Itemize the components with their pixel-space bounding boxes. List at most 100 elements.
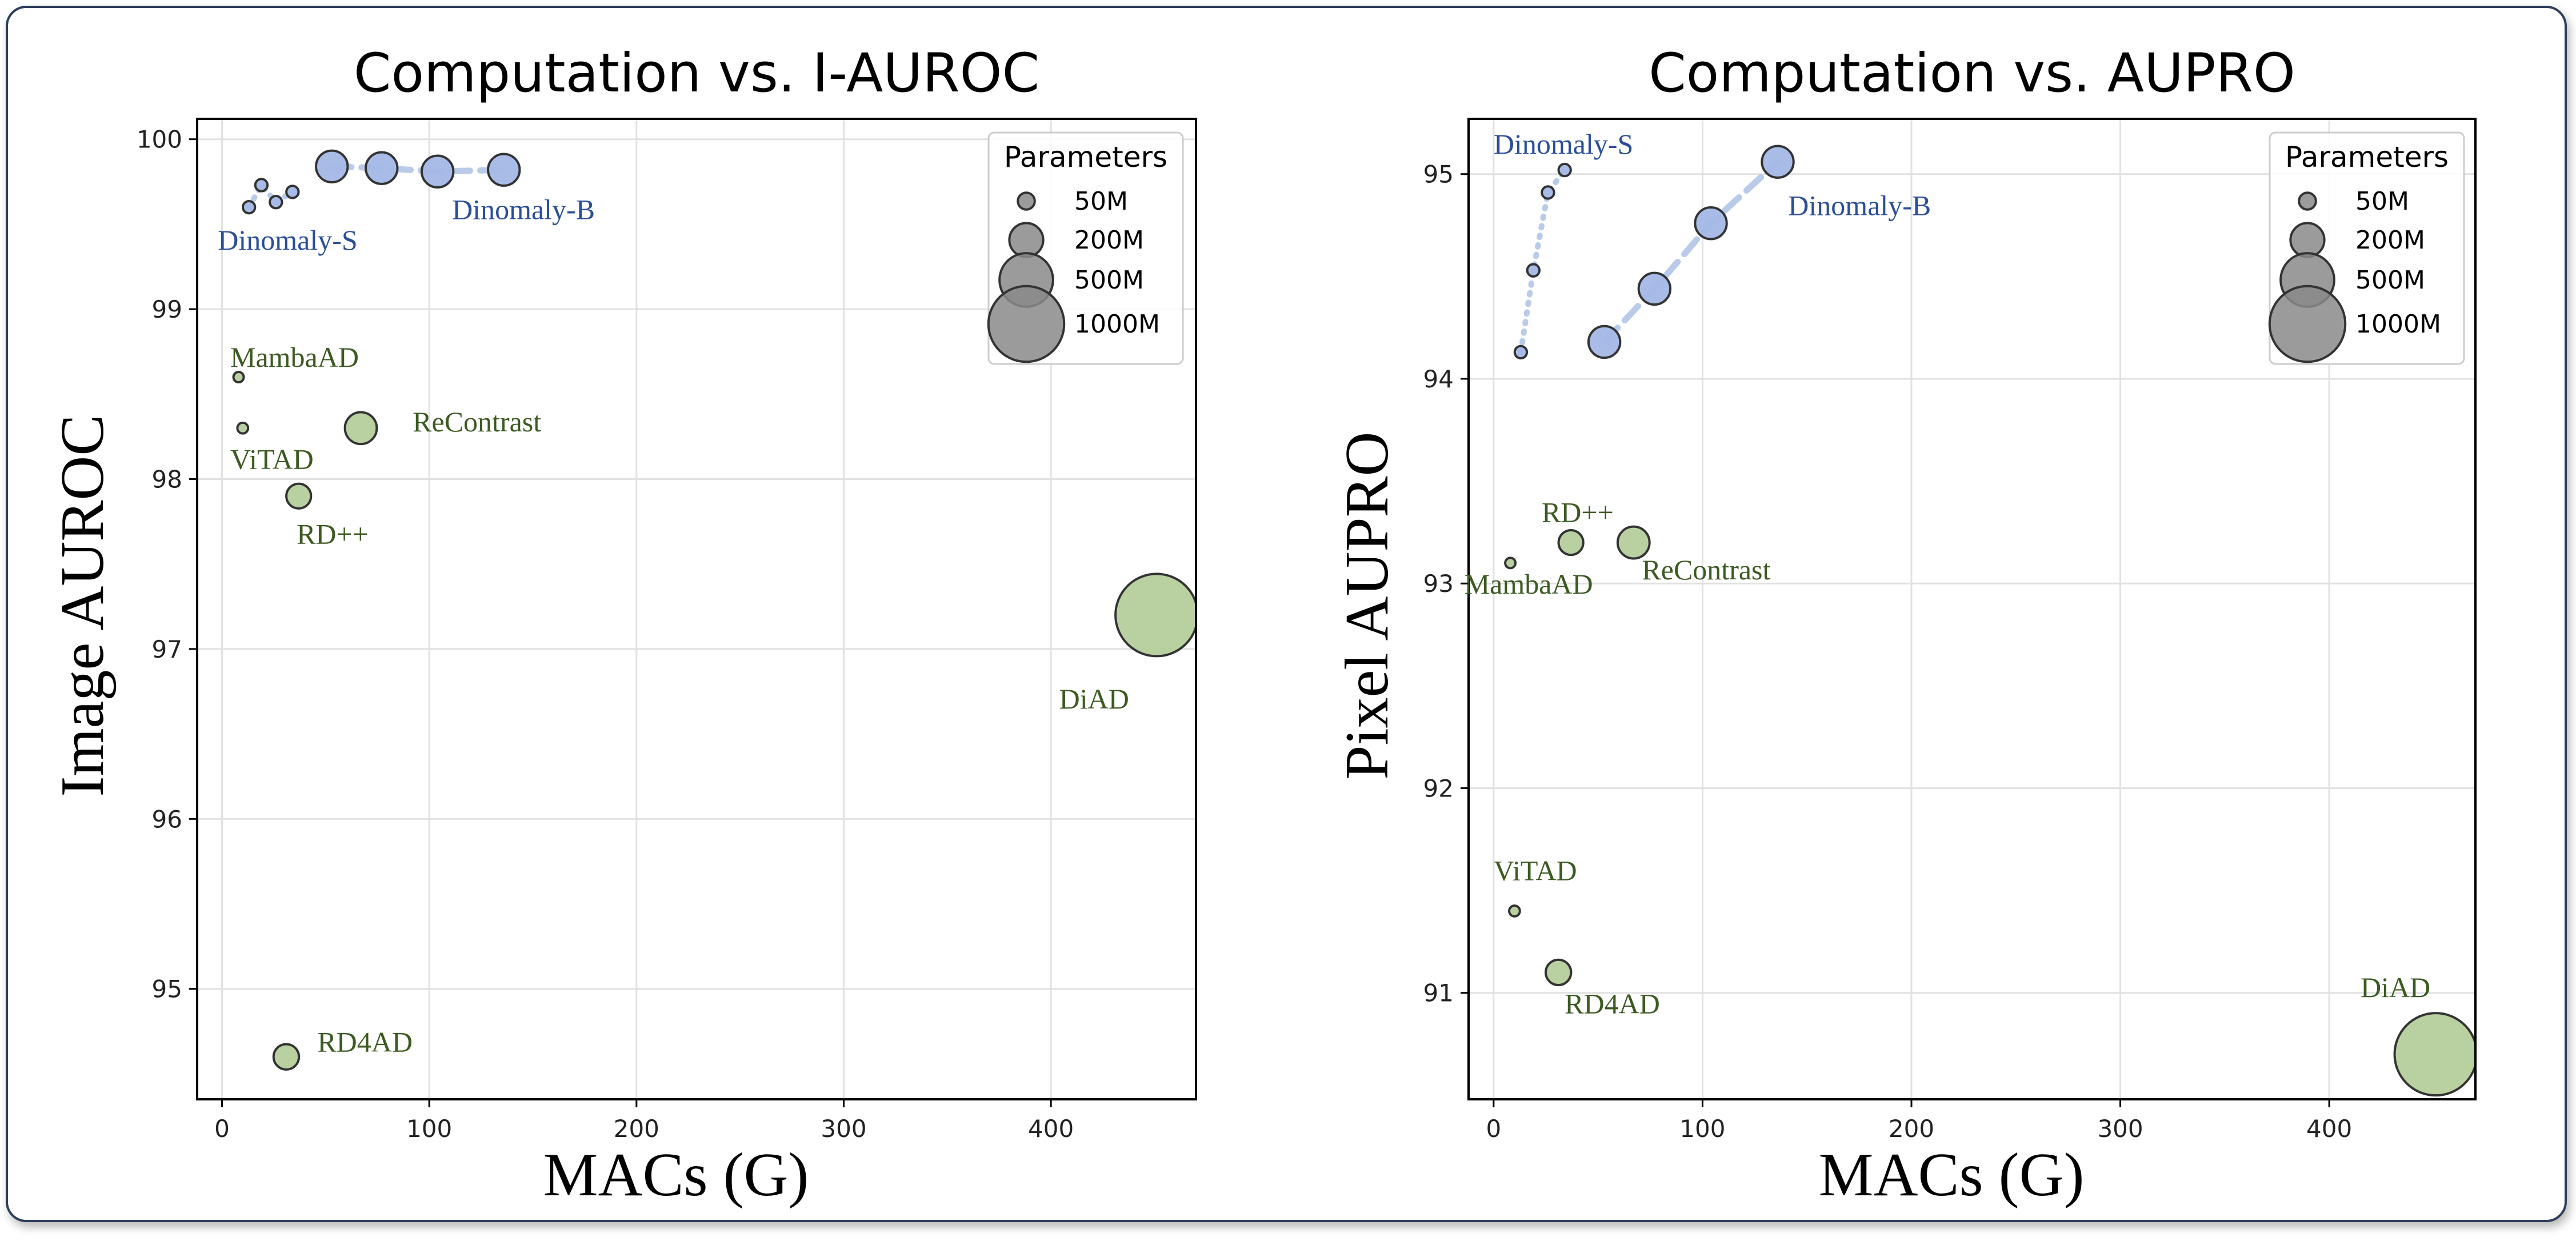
y-tick-label: 94 — [1423, 365, 1454, 393]
data-point — [487, 153, 521, 187]
series-line-dotted — [246, 180, 295, 210]
data-point — [1616, 525, 1651, 560]
point-label: ViTAD — [1494, 855, 1577, 887]
legend-marker — [2298, 191, 2317, 211]
chart-panel-aupro: 0 100 200 300 400 91 92 93 94 95 Dinomaly-S Dinomal… — [1333, 42, 2477, 1209]
legend-marker — [2289, 222, 2326, 258]
y-tick-label: 99 — [152, 295, 182, 323]
y-tick-label: 93 — [1423, 570, 1454, 598]
legend-label: 200M — [1074, 226, 1144, 255]
data-point — [269, 195, 283, 210]
data-point — [1526, 263, 1541, 278]
y-tick-label: 96 — [152, 805, 182, 833]
data-point — [1587, 325, 1622, 359]
legend-marker — [1017, 191, 1036, 211]
legend: Parameters 50M 200M 500M 1000M — [2268, 131, 2465, 365]
point-label: MambaAD — [1465, 568, 1593, 600]
y-tick-label: 100 — [137, 126, 182, 154]
legend-label: 1000M — [2355, 310, 2441, 339]
data-point — [1513, 345, 1529, 360]
series-line-dotted — [1518, 167, 1568, 355]
legend-label: 1000M — [1074, 310, 1160, 339]
legend-label: 500M — [1074, 266, 1144, 295]
x-axis-label: MACs (G) — [1818, 1141, 2084, 1209]
point-label: ReContrast — [413, 406, 541, 438]
data-point — [285, 482, 313, 510]
x-axis-label: MACs (G) — [543, 1141, 809, 1209]
legend-marker — [1008, 222, 1045, 258]
x-tick-label: 100 — [406, 1115, 452, 1143]
data-point — [420, 154, 455, 189]
y-tick-label: 91 — [1423, 979, 1454, 1007]
figure-frame — [6, 6, 2567, 1222]
legend-label: 500M — [2355, 266, 2425, 295]
y-tick-label: 95 — [1423, 161, 1454, 189]
point-label: Dinomaly-S — [218, 224, 357, 256]
plot-frame — [196, 118, 1197, 1100]
y-axis-label: Pixel AUPRO — [1333, 431, 1401, 779]
data-point — [236, 421, 250, 435]
legend-title: Parameters — [2285, 141, 2449, 174]
point-label: Dinomaly-B — [1788, 189, 1931, 221]
point-label: Dinomaly-S — [1494, 128, 1633, 160]
point-label: ReContrast — [1642, 554, 1770, 586]
legend-label: 50M — [2355, 187, 2409, 216]
x-tick-label: 0 — [1486, 1115, 1502, 1143]
x-tick-label: 200 — [614, 1115, 659, 1143]
legend-title: Parameters — [1004, 141, 1167, 174]
data-point — [1114, 573, 1196, 658]
data-point — [285, 185, 300, 199]
point-label: RD4AD — [1565, 988, 1660, 1020]
markers — [232, 149, 1196, 1071]
y-tick-label: 98 — [152, 465, 182, 493]
chart-title: Computation vs. I-AUROC — [354, 42, 1039, 105]
series-line-dashed — [329, 163, 507, 175]
legend: Parameters 50M 200M 500M 1000M — [987, 131, 1184, 365]
point-label: DiAD — [2361, 971, 2430, 1003]
point-label: RD++ — [297, 518, 369, 550]
legend-marker — [987, 285, 1066, 363]
point-label: ViTAD — [230, 443, 314, 475]
point-label: Dinomaly-B — [452, 193, 595, 225]
data-point — [1637, 271, 1672, 306]
y-tick-label: 95 — [152, 975, 182, 1003]
legend-label: 50M — [1074, 187, 1128, 216]
x-tick-label: 400 — [2306, 1115, 2352, 1143]
y-tick-label: 92 — [1423, 774, 1454, 802]
data-point — [365, 151, 399, 185]
point-label: MambaAD — [230, 341, 359, 373]
data-point — [1544, 958, 1573, 987]
data-point — [343, 411, 378, 446]
point-label: RD++ — [1542, 497, 1614, 529]
data-point — [1508, 904, 1521, 918]
data-point — [1557, 162, 1572, 178]
point-label: RD4AD — [317, 1026, 413, 1058]
plot-frame — [1467, 118, 2477, 1100]
chart-panel-auroc: 0 100 200 300 400 95 96 97 98 99 100 Dinomaly-S Dino… — [49, 42, 1197, 1209]
chart-title: Computation vs. AUPRO — [1649, 42, 2295, 105]
data-point — [1504, 557, 1517, 570]
data-point — [254, 178, 269, 193]
data-point — [272, 1043, 301, 1071]
point-label: DiAD — [1059, 683, 1129, 715]
data-point — [1557, 529, 1585, 557]
data-point — [241, 199, 257, 215]
legend-marker — [2268, 285, 2347, 363]
data-point — [1694, 206, 1728, 241]
data-point — [232, 371, 245, 384]
data-point — [1541, 185, 1555, 200]
x-tick-label: 400 — [1028, 1115, 1074, 1143]
x-tick-label: 0 — [214, 1115, 230, 1143]
legend-label: 200M — [2355, 226, 2425, 255]
data-point — [1761, 145, 1795, 179]
data-point — [315, 149, 349, 183]
x-tick-label: 100 — [1679, 1115, 1725, 1143]
y-axis-label: Image AUROC — [49, 415, 117, 797]
x-tick-label: 200 — [1889, 1115, 1934, 1143]
data-point — [2393, 1012, 2475, 1097]
y-tick-label: 97 — [152, 635, 182, 663]
markers — [1504, 145, 2475, 1097]
series-line-dashed — [1601, 158, 1781, 345]
x-tick-label: 300 — [821, 1115, 866, 1143]
